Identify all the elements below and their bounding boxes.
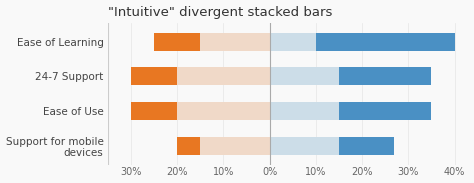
Bar	[200, 137, 270, 155]
Bar	[339, 102, 431, 120]
Bar	[177, 67, 270, 85]
Bar	[154, 33, 200, 51]
Bar	[177, 102, 270, 120]
Bar	[200, 33, 270, 51]
Bar	[270, 67, 339, 85]
Text: "Intuitive" divergent stacked bars: "Intuitive" divergent stacked bars	[108, 5, 332, 18]
Bar	[339, 67, 431, 85]
Bar	[131, 67, 177, 85]
Bar	[177, 137, 200, 155]
Bar	[270, 102, 339, 120]
Bar	[316, 33, 455, 51]
Bar	[131, 102, 177, 120]
Bar	[270, 137, 339, 155]
Bar	[339, 137, 394, 155]
Bar	[270, 33, 316, 51]
